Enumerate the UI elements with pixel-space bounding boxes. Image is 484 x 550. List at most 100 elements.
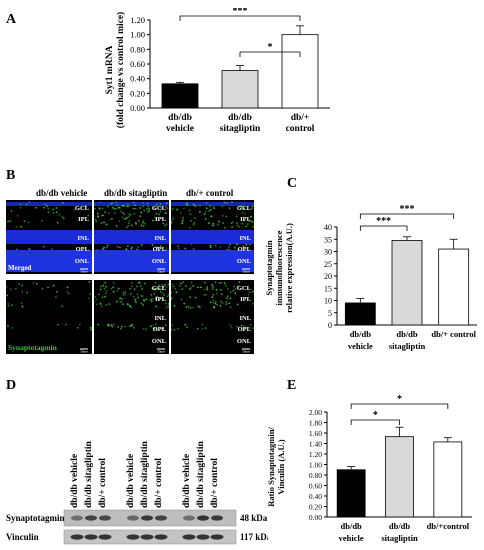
synaptic-puncta: [188, 288, 191, 290]
synaptic-puncta: [250, 215, 253, 218]
synaptic-puncta: [220, 293, 223, 296]
synaptic-puncta: [224, 226, 226, 229]
synaptic-puncta: [211, 285, 214, 288]
synaptic-puncta: [181, 220, 184, 223]
synaptic-puncta: [25, 203, 28, 206]
synaptic-puncta: [101, 296, 104, 299]
blot-figure: db/db vehicle db/db sitagliptin db/+ contr…: [6, 440, 268, 545]
synaptic-puncta: [204, 210, 207, 213]
synaptic-puncta: [106, 244, 109, 247]
synaptic-puncta: [151, 244, 154, 247]
retinal-layer-label: OPL: [153, 246, 167, 253]
vinculin-band: [98, 534, 112, 540]
synaptic-puncta: [67, 292, 70, 295]
synaptic-puncta: [121, 204, 124, 207]
synaptic-puncta: [52, 284, 55, 287]
onl-band: [6, 250, 92, 272]
panel-c-ylabel-1: Synaptotagmin: [264, 240, 274, 296]
synaptic-puncta: [229, 324, 232, 327]
retinal-layer-label: GCL: [152, 205, 167, 212]
retinal-layer-label: GCL: [75, 205, 90, 212]
synaptic-puncta: [105, 290, 108, 292]
synaptic-puncta: [181, 288, 184, 291]
retinal-layer-label: ONL: [237, 338, 252, 345]
synaptic-puncta: [153, 327, 156, 330]
synaptic-puncta: [101, 207, 104, 210]
synaptic-puncta: [239, 205, 241, 208]
synaptic-puncta: [209, 246, 212, 249]
retinal-layer-label: OPL: [76, 246, 90, 253]
synaptic-puncta: [133, 288, 136, 291]
synaptic-puncta: [102, 247, 104, 250]
synaptic-puncta: [141, 295, 144, 298]
synaptic-puncta: [248, 243, 251, 246]
synaptic-puncta: [65, 323, 67, 326]
blot-lane-label: db/+ control: [98, 458, 108, 508]
synaptic-puncta: [186, 204, 189, 206]
synaptic-puncta: [161, 327, 163, 330]
synaptic-puncta: [229, 306, 232, 309]
synaptic-puncta: [126, 205, 129, 208]
synaptic-puncta: [180, 298, 183, 301]
synaptic-puncta: [122, 303, 124, 306]
synaptic-puncta: [221, 205, 224, 208]
synaptic-puncta: [225, 300, 228, 303]
scale-bar-label: 50µm: [242, 350, 250, 354]
synaptic-puncta: [217, 223, 219, 226]
synaptic-puncta: [164, 324, 167, 327]
synaptic-puncta: [224, 285, 227, 287]
synaptic-puncta: [111, 325, 114, 328]
synaptic-puncta: [112, 290, 115, 293]
synaptotagmin-image: [94, 280, 169, 354]
synaptic-puncta: [206, 288, 209, 291]
synaptic-puncta: [100, 305, 103, 308]
synaptic-puncta: [240, 324, 243, 327]
synaptic-puncta: [66, 286, 69, 289]
synaptic-puncta: [108, 303, 111, 306]
panel-a-ylabel-2: (fold change vs control mice): [115, 12, 126, 128]
synaptic-puncta: [104, 281, 107, 284]
panel-a-bar: [221, 70, 259, 109]
synaptic-puncta: [44, 204, 47, 206]
synaptic-puncta: [118, 246, 121, 249]
synaptic-puncta: [194, 296, 197, 299]
synaptic-puncta: [243, 327, 245, 330]
synaptic-puncta: [153, 292, 156, 295]
synaptic-puncta: [47, 286, 49, 289]
panel-e-ytick-label: 1.00: [309, 461, 322, 470]
synaptic-puncta: [205, 201, 208, 204]
synaptic-puncta: [154, 281, 157, 284]
synaptic-puncta: [238, 225, 240, 228]
synaptic-puncta: [120, 210, 122, 213]
synaptic-puncta: [150, 300, 153, 303]
synaptic-puncta: [162, 222, 164, 225]
synaptic-puncta: [125, 247, 128, 250]
synaptic-puncta: [11, 327, 14, 329]
panel-e-category-label: db/db: [389, 521, 411, 531]
synaptic-puncta: [112, 281, 115, 284]
retinal-layer-label: ONL: [152, 258, 167, 265]
synaptic-puncta: [141, 287, 144, 290]
retinal-layer-label: GCL: [237, 205, 252, 212]
synaptic-puncta: [132, 207, 135, 210]
synaptic-puncta: [61, 202, 64, 205]
synaptic-puncta: [162, 327, 165, 330]
synaptic-puncta: [236, 303, 239, 306]
synaptic-puncta: [219, 304, 222, 307]
synaptic-puncta: [185, 306, 188, 308]
synaptic-puncta: [189, 307, 192, 309]
synaptic-puncta: [199, 306, 201, 309]
synaptic-puncta: [6, 294, 9, 297]
synaptic-puncta: [250, 207, 253, 210]
synaptic-puncta: [252, 226, 255, 228]
synaptic-puncta: [94, 207, 96, 210]
synaptic-puncta: [143, 209, 146, 212]
synaptic-puncta: [214, 244, 217, 247]
synaptic-puncta: [153, 206, 156, 209]
synaptic-puncta: [137, 246, 139, 248]
synaptic-puncta: [229, 291, 232, 294]
synaptotagmin-band: [211, 515, 223, 521]
synaptic-puncta: [226, 202, 229, 204]
retinal-layer-label: OPL: [238, 246, 252, 253]
synaptic-puncta: [156, 203, 158, 205]
